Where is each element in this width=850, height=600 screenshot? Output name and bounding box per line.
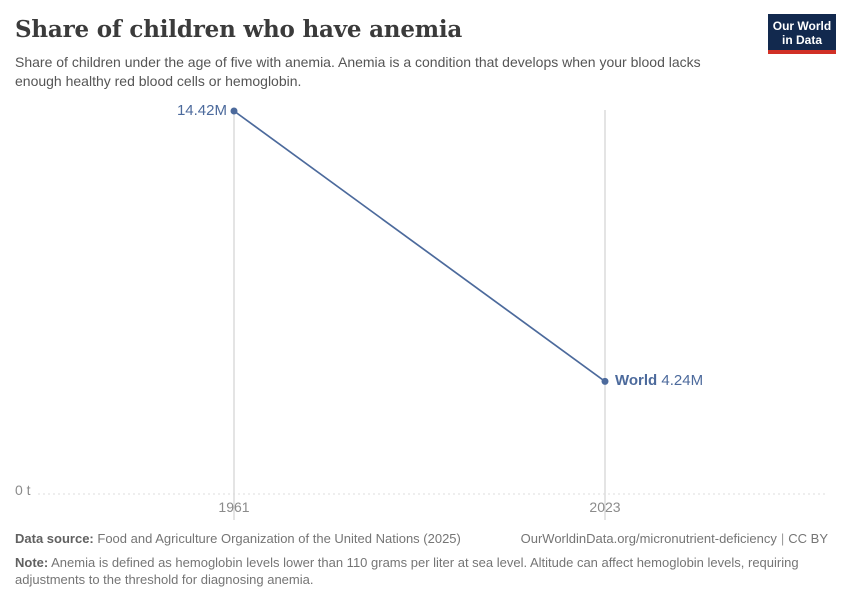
data-point-2023[interactable] <box>601 377 609 385</box>
start-value-label: 14.42M <box>176 102 227 119</box>
note-text: Anemia is defined as hemoglobin levels l… <box>15 555 799 587</box>
chart-header: Share of children who have anemia Share … <box>15 14 836 91</box>
data-source-text: Food and Agriculture Organization of the… <box>97 531 461 546</box>
owid-logo[interactable]: Our World in Data <box>768 14 836 54</box>
data-source: Data source: Food and Agriculture Organi… <box>15 531 461 547</box>
y-axis-zero-label: 0 t <box>15 482 31 498</box>
line-chart: 14.42M World 4.24M 0 t 1961 2023 <box>0 95 850 520</box>
owid-logo-line2: in Data <box>781 33 822 47</box>
source-row: Data source: Food and Agriculture Organi… <box>15 531 828 547</box>
license-link[interactable]: CC BY <box>788 531 828 546</box>
owid-url-link[interactable]: OurWorldinData.org/micronutrient-deficie… <box>520 531 777 546</box>
data-point-1961[interactable] <box>230 107 238 115</box>
series-end-label: World 4.24M <box>615 371 703 391</box>
note-label: Note: <box>15 555 49 570</box>
origin-links: OurWorldinData.org/micronutrient-deficie… <box>521 531 828 547</box>
x-tick-2023: 2023 <box>589 499 621 515</box>
owid-logo-line1: Our World <box>772 19 832 33</box>
series-name: World <box>615 372 658 390</box>
chart-canvas <box>38 107 826 520</box>
footer-divider: | <box>780 531 785 546</box>
series-end-value: 4.24M <box>661 372 704 390</box>
chart-note: Note: Anemia is defined as hemoglobin le… <box>15 554 805 588</box>
chart-footer: Data source: Food and Agriculture Organi… <box>15 531 828 588</box>
page-title: Share of children who have anemia <box>15 16 463 43</box>
world-series-line[interactable] <box>233 110 606 383</box>
x-tick-1961: 1961 <box>218 499 250 515</box>
data-source-label: Data source: <box>15 531 94 546</box>
chart-subtitle: Share of children under the age of five … <box>15 54 701 89</box>
